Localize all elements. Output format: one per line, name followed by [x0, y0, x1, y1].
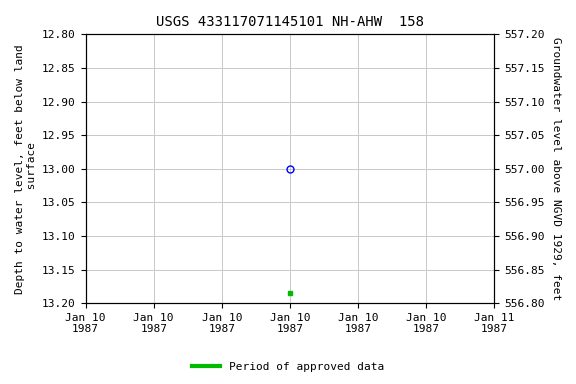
Title: USGS 433117071145101 NH-AHW  158: USGS 433117071145101 NH-AHW 158: [156, 15, 424, 29]
Y-axis label: Depth to water level, feet below land
 surface: Depth to water level, feet below land su…: [15, 44, 37, 294]
Legend: Period of approved data: Period of approved data: [188, 358, 388, 377]
Y-axis label: Groundwater level above NGVD 1929, feet: Groundwater level above NGVD 1929, feet: [551, 37, 561, 300]
